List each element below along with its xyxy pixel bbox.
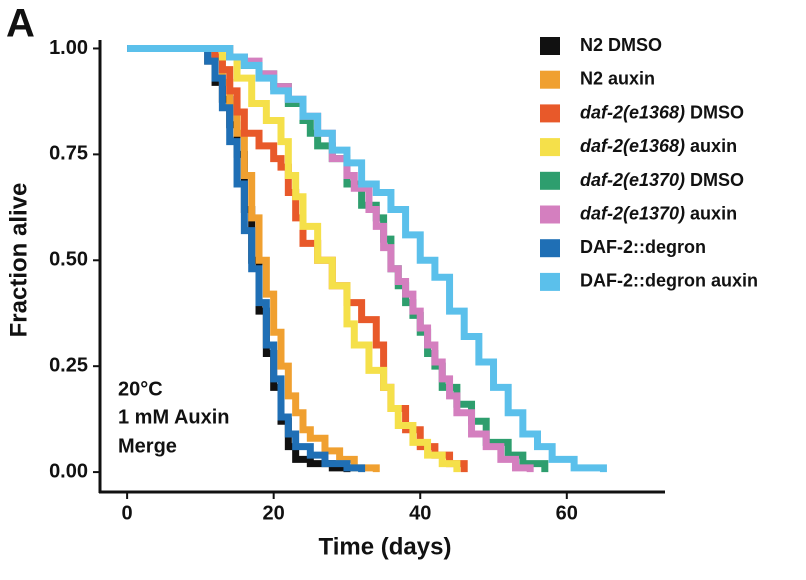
- y-tick-label: 0.00: [49, 460, 88, 482]
- x-axis-label: Time (days): [319, 533, 452, 560]
- legend-swatch: [540, 70, 560, 89]
- y-axis-label: Fraction alive: [5, 183, 32, 338]
- legend-swatch: [540, 37, 560, 55]
- annotation: Merge: [118, 435, 177, 457]
- survival-curve: [127, 44, 607, 473]
- legend-label: daf-2(e1368) auxin: [580, 136, 737, 156]
- legend-label: DAF-2::degron auxin: [580, 271, 758, 291]
- legend-label: daf-2(e1368) DMSO: [580, 102, 744, 122]
- x-tick-label: 40: [409, 502, 431, 524]
- panel-label: A: [6, 2, 35, 46]
- annotation: 1 mM Auxin: [118, 406, 230, 428]
- legend-swatch: [540, 239, 560, 258]
- y-tick-label: 0.50: [49, 249, 88, 271]
- y-tick-label: 1.00: [49, 37, 88, 59]
- x-tick-label: 60: [556, 502, 578, 524]
- legend-swatch: [540, 272, 560, 291]
- survival-curve: [127, 44, 366, 473]
- y-tick-label: 0.75: [49, 143, 88, 165]
- legend-label: daf-2(e1370) auxin: [580, 203, 737, 223]
- annotation: 20°C: [118, 378, 163, 400]
- x-tick-label: 20: [263, 502, 285, 524]
- legend-label: daf-2(e1370) DMSO: [580, 170, 744, 190]
- legend-label: DAF-2::degron: [580, 237, 706, 257]
- legend-swatch: [540, 205, 560, 224]
- survival-curve: [127, 44, 380, 473]
- legend-label: N2 auxin: [580, 68, 655, 88]
- legend-swatch: [540, 104, 560, 123]
- y-tick-label: 0.25: [49, 354, 88, 376]
- x-tick-label: 0: [122, 502, 133, 524]
- legend-swatch: [540, 171, 560, 190]
- survival-curve: [127, 44, 461, 473]
- legend-label: N2 DMSO: [580, 35, 662, 55]
- legend-swatch: [540, 138, 560, 157]
